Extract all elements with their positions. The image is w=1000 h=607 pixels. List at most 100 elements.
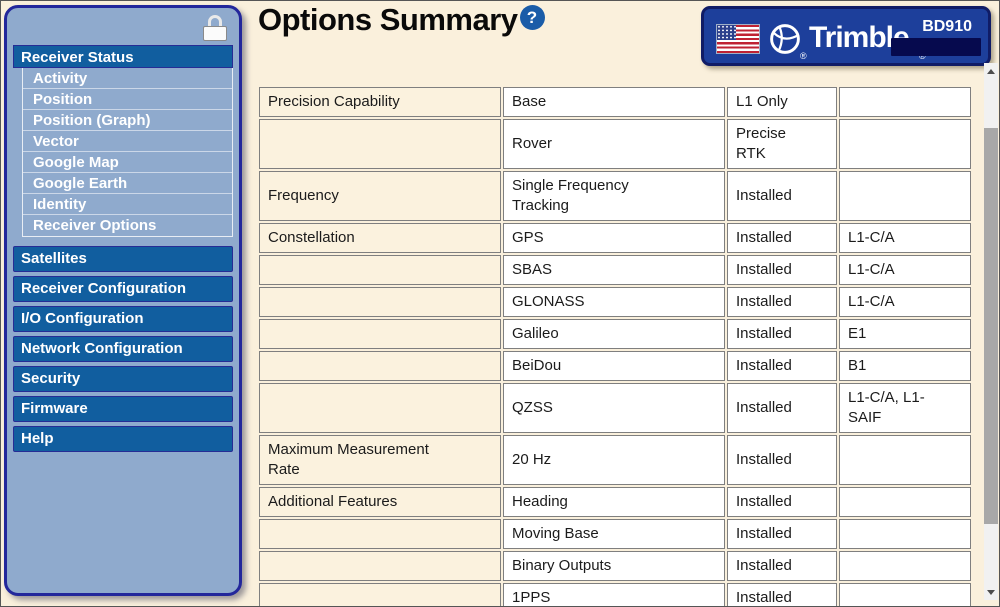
- category-cell: [259, 119, 501, 169]
- category-cell: Maximum Measurement Rate: [259, 435, 501, 485]
- status-cell: Installed: [727, 435, 837, 485]
- detail-cell: [839, 519, 971, 549]
- trimble-globe-icon: [770, 24, 800, 54]
- detail-cell: [839, 435, 971, 485]
- option-cell: Rover: [503, 119, 725, 169]
- table-row: GLONASS Installed L1-C/A: [259, 287, 971, 317]
- registered-mark-icon: ®: [919, 51, 926, 61]
- status-cell: Installed: [727, 551, 837, 581]
- category-cell: Additional Features: [259, 487, 501, 517]
- detail-cell: E1: [839, 319, 971, 349]
- detail-cell: [839, 583, 971, 606]
- option-cell: Galileo: [503, 319, 725, 349]
- table-row: 1PPS Installed: [259, 583, 971, 606]
- status-cell: Installed: [727, 223, 837, 253]
- status-cell: Installed: [727, 255, 837, 285]
- detail-cell: B1: [839, 351, 971, 381]
- sidebar-item-receiver-configuration[interactable]: Receiver Configuration: [13, 276, 233, 302]
- option-cell: 1PPS: [503, 583, 725, 606]
- category-cell: [259, 519, 501, 549]
- category-cell: [259, 551, 501, 581]
- status-cell: Installed: [727, 351, 837, 381]
- registered-mark-icon: ®: [800, 51, 807, 61]
- sidebar-item-google-earth[interactable]: Google Earth: [23, 173, 232, 194]
- table-row: QZSS Installed L1-C/A, L1- SAIF: [259, 383, 971, 433]
- sidebar-item-google-map[interactable]: Google Map: [23, 152, 232, 173]
- detail-cell: L1-C/A, L1- SAIF: [839, 383, 971, 433]
- sidebar-item-identity[interactable]: Identity: [23, 194, 232, 215]
- sidebar-item-receiver-options[interactable]: Receiver Options: [33, 217, 157, 234]
- option-cell: BeiDou: [503, 351, 725, 381]
- options-table-body: Precision Capability Base L1 Only Rover …: [259, 87, 971, 606]
- sidebar-item-network-configuration[interactable]: Network Configuration: [13, 336, 233, 362]
- status-cell: Precise RTK: [727, 119, 837, 169]
- status-cell: Installed: [727, 319, 837, 349]
- page-title: Options Summary: [258, 2, 518, 37]
- sidebar-item-firmware[interactable]: Firmware: [13, 396, 233, 422]
- title-row: Options Summary ?: [258, 2, 545, 38]
- lock-shackle: [208, 15, 222, 26]
- category-cell: [259, 583, 501, 606]
- scroll-thumb[interactable]: [984, 128, 998, 524]
- options-table: Precision Capability Base L1 Only Rover …: [257, 85, 973, 606]
- table-row: Moving Base Installed: [259, 519, 971, 549]
- category-cell: Frequency: [259, 171, 501, 221]
- table-row: Frequency Single Frequency Tracking Inst…: [259, 171, 971, 221]
- sidebar-item-satellites[interactable]: Satellites: [13, 246, 233, 272]
- option-cell: SBAS: [503, 255, 725, 285]
- detail-cell: [839, 119, 971, 169]
- sidebar-item-help[interactable]: Help: [13, 426, 233, 452]
- help-icon[interactable]: ?: [519, 5, 545, 30]
- status-cell: Installed: [727, 171, 837, 221]
- table-row: Rover Precise RTK: [259, 119, 971, 169]
- status-cell: Installed: [727, 583, 837, 606]
- sidebar-item-i-o-configuration[interactable]: I/O Configuration: [13, 306, 233, 332]
- category-cell: [259, 383, 501, 433]
- category-cell: [259, 287, 501, 317]
- lock-icon: [203, 15, 227, 41]
- option-cell: Moving Base: [503, 519, 725, 549]
- scroll-up-button[interactable]: [984, 63, 998, 79]
- detail-cell: [839, 171, 971, 221]
- detail-cell: L1-C/A: [839, 255, 971, 285]
- arrow-down-icon: [987, 589, 995, 595]
- sidebar-item-activity[interactable]: Activity: [23, 68, 232, 89]
- status-cell: Installed: [727, 383, 837, 433]
- option-cell: Heading: [503, 487, 725, 517]
- sidebar-item-position[interactable]: Position: [23, 89, 232, 110]
- category-cell: Precision Capability: [259, 87, 501, 117]
- detail-cell: [839, 551, 971, 581]
- sidebar-item-vector[interactable]: Vector: [23, 131, 232, 152]
- detail-cell: [839, 87, 971, 117]
- arrow-up-icon: [987, 68, 995, 74]
- category-cell: Constellation: [259, 223, 501, 253]
- table-row: Additional Features Heading Installed: [259, 487, 971, 517]
- table-row: SBAS Installed L1-C/A: [259, 255, 971, 285]
- option-cell: QZSS: [503, 383, 725, 433]
- option-cell: Single Frequency Tracking: [503, 171, 725, 221]
- option-cell: 20 Hz: [503, 435, 725, 485]
- status-cell: Installed: [727, 287, 837, 317]
- detail-cell: L1-C/A: [839, 287, 971, 317]
- option-cell: Binary Outputs: [503, 551, 725, 581]
- sidebar-panel: Receiver Status Activity Position Position…: [4, 5, 242, 596]
- option-cell: GLONASS: [503, 287, 725, 317]
- sidebar-item-security[interactable]: Security: [13, 366, 233, 392]
- scroll-down-button[interactable]: [984, 584, 998, 600]
- option-cell: GPS: [503, 223, 725, 253]
- sidebar-item-position-graph[interactable]: Position (Graph): [23, 110, 232, 131]
- status-cell: Installed: [727, 487, 837, 517]
- model-label: BD910: [922, 18, 972, 35]
- category-cell: [259, 319, 501, 349]
- vertical-scrollbar[interactable]: [984, 63, 998, 600]
- table-row: Binary Outputs Installed: [259, 551, 971, 581]
- model-display: [891, 38, 981, 56]
- sidebar-section-receiver-status[interactable]: Receiver Status: [13, 45, 233, 68]
- category-cell: [259, 351, 501, 381]
- table-row: Precision Capability Base L1 Only: [259, 87, 971, 117]
- lock-body: [203, 26, 227, 41]
- flag-canton: [717, 25, 736, 40]
- table-row: BeiDou Installed B1: [259, 351, 971, 381]
- category-cell: [259, 255, 501, 285]
